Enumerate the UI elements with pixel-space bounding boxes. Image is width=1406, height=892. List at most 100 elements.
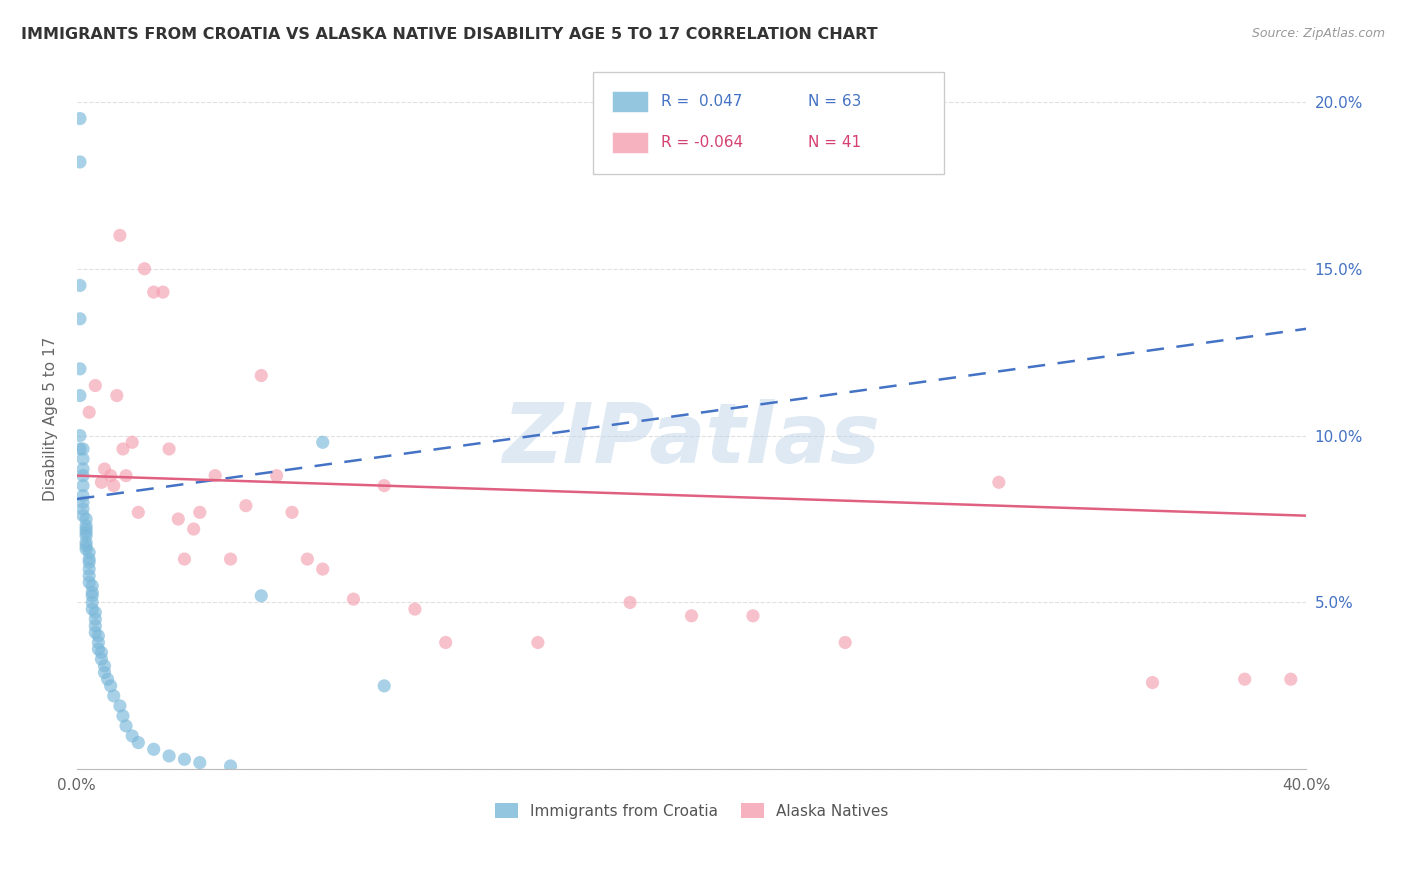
- Point: [72, 478, 94, 492]
- Point: [167, 512, 190, 526]
- Point: [69, 311, 91, 326]
- Point: [90, 652, 112, 666]
- Point: [90, 646, 112, 660]
- Point: [312, 435, 335, 450]
- Point: [105, 388, 128, 402]
- Point: [75, 518, 97, 533]
- Y-axis label: Disability Age 5 to 17: Disability Age 5 to 17: [44, 337, 58, 501]
- Point: [127, 736, 149, 750]
- Point: [103, 478, 125, 492]
- Point: [84, 606, 107, 620]
- Point: [75, 539, 97, 553]
- Point: [219, 552, 242, 566]
- Point: [173, 752, 195, 766]
- Point: [77, 545, 100, 559]
- Point: [115, 468, 138, 483]
- FancyBboxPatch shape: [593, 72, 943, 174]
- Point: [527, 635, 550, 649]
- Point: [134, 261, 156, 276]
- Point: [834, 635, 856, 649]
- Bar: [612, 91, 648, 112]
- Point: [297, 552, 319, 566]
- Point: [373, 478, 395, 492]
- Point: [75, 529, 97, 543]
- Point: [281, 505, 304, 519]
- Point: [77, 562, 100, 576]
- Point: [173, 552, 195, 566]
- Point: [84, 619, 107, 633]
- Point: [69, 112, 91, 126]
- Point: [373, 679, 395, 693]
- Point: [93, 665, 115, 680]
- Point: [82, 579, 104, 593]
- Point: [72, 508, 94, 523]
- Point: [619, 595, 641, 609]
- Text: N = 63: N = 63: [808, 94, 862, 109]
- Point: [250, 589, 273, 603]
- Point: [75, 512, 97, 526]
- Legend: Immigrants from Croatia, Alaska Natives: Immigrants from Croatia, Alaska Natives: [489, 797, 894, 825]
- Point: [312, 562, 335, 576]
- Point: [77, 405, 100, 419]
- Text: IMMIGRANTS FROM CROATIA VS ALASKA NATIVE DISABILITY AGE 5 TO 17 CORRELATION CHAR: IMMIGRANTS FROM CROATIA VS ALASKA NATIVE…: [21, 27, 877, 42]
- Point: [69, 362, 91, 376]
- Text: N = 41: N = 41: [808, 135, 862, 150]
- Point: [103, 689, 125, 703]
- Point: [77, 555, 100, 569]
- Point: [121, 435, 143, 450]
- Point: [188, 505, 211, 519]
- Point: [93, 462, 115, 476]
- Point: [681, 608, 703, 623]
- Point: [142, 742, 165, 756]
- Point: [204, 468, 226, 483]
- Point: [75, 522, 97, 536]
- Point: [152, 285, 174, 299]
- Point: [188, 756, 211, 770]
- Point: [87, 635, 110, 649]
- Text: R =  0.047: R = 0.047: [661, 94, 742, 109]
- Point: [100, 679, 122, 693]
- Point: [75, 535, 97, 549]
- Point: [93, 658, 115, 673]
- Point: [72, 502, 94, 516]
- Point: [84, 625, 107, 640]
- Point: [434, 635, 457, 649]
- Point: [1233, 672, 1256, 686]
- Point: [266, 468, 288, 483]
- Point: [108, 228, 131, 243]
- Text: Source: ZipAtlas.com: Source: ZipAtlas.com: [1251, 27, 1385, 40]
- Point: [72, 442, 94, 456]
- Point: [127, 505, 149, 519]
- Point: [1279, 672, 1302, 686]
- Point: [84, 378, 107, 392]
- Point: [111, 442, 134, 456]
- Point: [72, 452, 94, 467]
- Point: [72, 462, 94, 476]
- Text: ZIPatlas: ZIPatlas: [502, 400, 880, 481]
- Point: [157, 748, 180, 763]
- Point: [72, 489, 94, 503]
- Point: [77, 575, 100, 590]
- Point: [108, 698, 131, 713]
- Point: [82, 585, 104, 599]
- Point: [72, 495, 94, 509]
- Point: [69, 388, 91, 402]
- Point: [250, 368, 273, 383]
- Point: [75, 525, 97, 540]
- Point: [1142, 675, 1164, 690]
- Point: [75, 542, 97, 557]
- Point: [342, 592, 364, 607]
- Point: [84, 612, 107, 626]
- Point: [77, 552, 100, 566]
- Point: [97, 672, 120, 686]
- Point: [90, 475, 112, 490]
- Point: [87, 629, 110, 643]
- Point: [82, 589, 104, 603]
- Point: [111, 709, 134, 723]
- Point: [404, 602, 426, 616]
- Point: [69, 428, 91, 442]
- Point: [142, 285, 165, 299]
- Point: [77, 568, 100, 582]
- Point: [69, 278, 91, 293]
- Point: [69, 442, 91, 456]
